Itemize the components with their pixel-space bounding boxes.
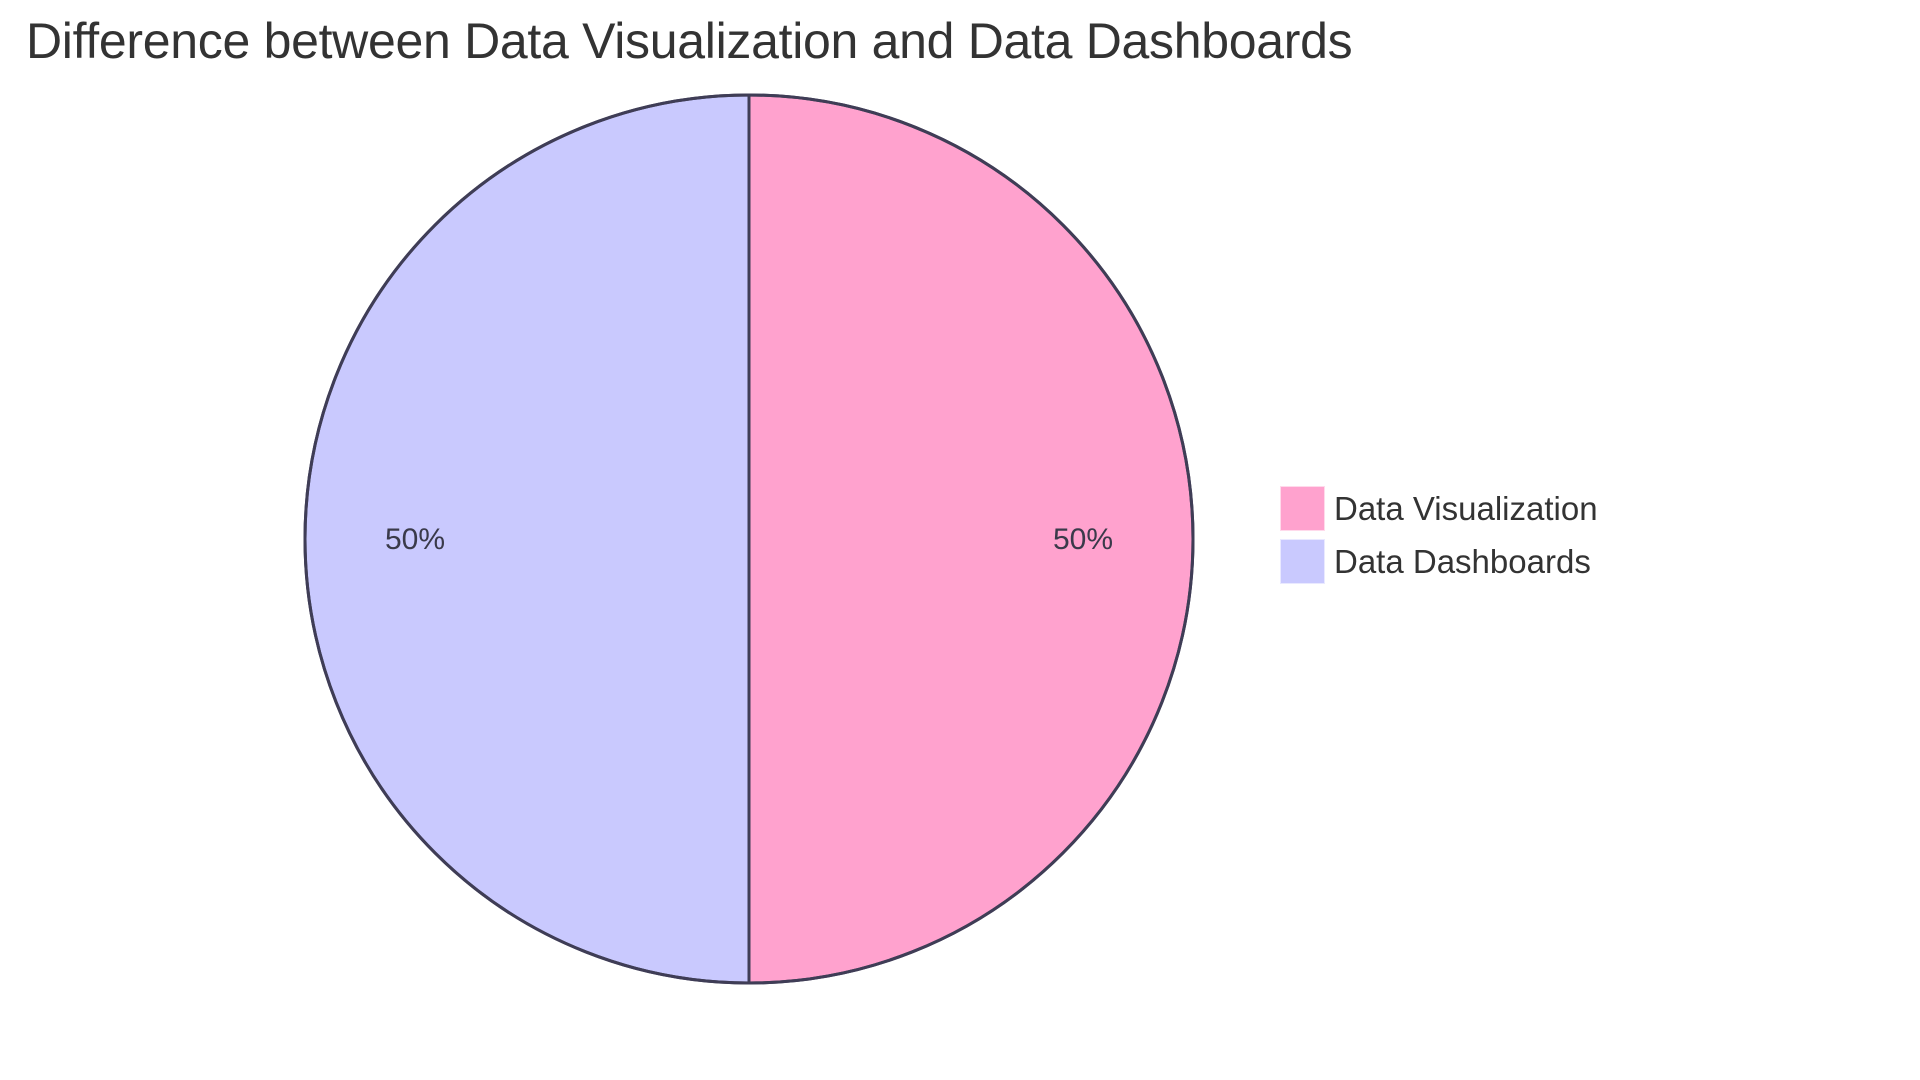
pie-slice-data-visualization[interactable]	[747, 93, 1195, 985]
legend-swatch-lavender	[1280, 539, 1325, 584]
slice-label-data-visualization: 50%	[1053, 523, 1113, 556]
pie-slice-data-dashboards[interactable]	[303, 93, 751, 985]
chart-title: Difference between Data Visualization an…	[26, 13, 1353, 69]
legend: Data Visualization Data Dashboards	[1280, 486, 1598, 592]
legend-item-data-dashboards[interactable]: Data Dashboards	[1280, 539, 1598, 584]
slice-label-data-dashboards: 50%	[385, 523, 445, 556]
legend-label: Data Dashboards	[1334, 542, 1591, 580]
legend-label: Data Visualization	[1334, 489, 1598, 527]
legend-swatch-pink	[1280, 486, 1325, 531]
legend-item-data-visualization[interactable]: Data Visualization	[1280, 486, 1598, 531]
